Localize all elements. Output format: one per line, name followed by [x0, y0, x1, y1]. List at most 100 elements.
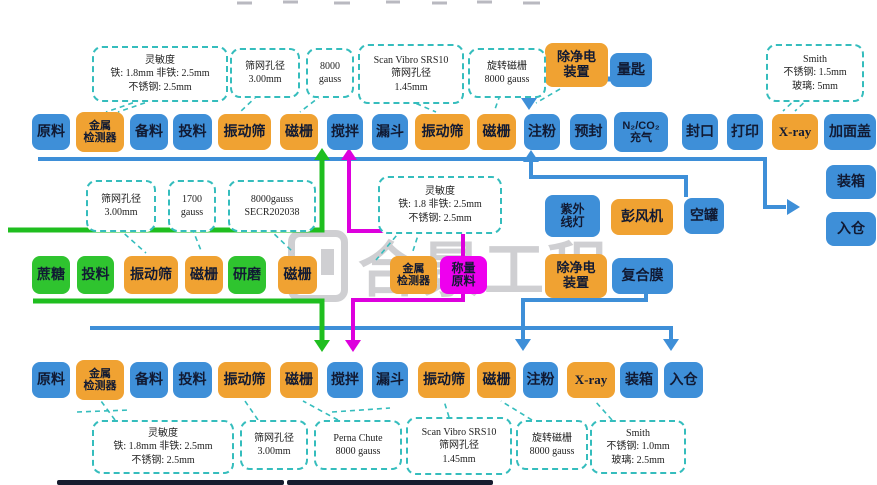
- spec-line: 铁: 1.8 非铁: 2.5mm: [398, 199, 482, 211]
- arrowhead-up-icon: [523, 150, 539, 162]
- spec-callout-bot-mesh-spec: 筛网孔径 3.00mm: [240, 420, 308, 470]
- process-box-top-prepare-material: 备料: [130, 114, 168, 150]
- spec-line: 玻璃: 5mm: [792, 80, 838, 92]
- callout-pointer-line: [105, 96, 151, 113]
- spec-callout-bot-perna-chute-spec: Perna Chute 8000 gauss: [314, 420, 402, 470]
- process-box-mid-grinding: 研磨: [228, 256, 266, 294]
- flow-line-film-to-bottom-filling: [521, 292, 648, 340]
- spec-line: 不锈钢: 1.5mm: [783, 67, 847, 79]
- process-box-bot-packing: 装箱: [620, 362, 658, 398]
- callout-pointer-line: [117, 96, 163, 113]
- spec-line: Scan Vibro SRS10: [373, 54, 449, 66]
- spec-line: 筛网孔径: [391, 68, 431, 80]
- process-box-top-funnel: 漏斗: [372, 114, 408, 150]
- arrowhead-down-icon: [521, 98, 537, 110]
- flow-line-sugar-line-to-bottom-mixing: [33, 298, 325, 341]
- spec-callout-bot-scan-vibro-spec: Scan Vibro SRS10 筛网孔径 1.45mm: [406, 417, 512, 475]
- process-box-mid-composite-film: 复合膜: [612, 258, 673, 294]
- process-box-bot-powder-filling: 注粉: [523, 362, 558, 398]
- callout-pointer-line: [535, 88, 561, 104]
- process-box-mid-empty-can: 空罐: [684, 198, 724, 234]
- callout-pointer-line: [267, 227, 295, 254]
- spec-line: 不锈钢: 2.5mm: [408, 212, 472, 224]
- spec-line: 8000gauss: [250, 193, 294, 205]
- process-box-top-n2-co2-flush: N₂/CO₂ 充气: [614, 112, 668, 152]
- arrowhead-down-icon: [663, 339, 679, 351]
- spec-line: 不锈钢: 2.5mm: [128, 81, 192, 93]
- spec-line: 不锈钢: 2.5mm: [131, 454, 195, 466]
- spec-line: 不锈钢: 1.0mm: [606, 441, 670, 453]
- spec-line: 灵敏度: [148, 427, 178, 439]
- process-box-top-measuring-spoon: 量匙: [610, 53, 652, 87]
- process-box-bot-prepare-material: 备料: [130, 362, 168, 398]
- spec-callout-mid-gauss-spec: 1700 gauss: [168, 180, 216, 232]
- process-box-bot-metal-detector: 金属 检测器: [76, 360, 124, 400]
- process-box-bot-raw-material: 原料: [32, 362, 70, 398]
- process-box-top-feeding: 投料: [173, 114, 212, 150]
- arrowhead-down-icon: [314, 340, 330, 352]
- process-box-mid-sugar: 蔗糖: [32, 256, 70, 294]
- process-box-top-destatic-device: 除净电 装置: [545, 43, 608, 87]
- process-box-top-metal-detector: 金属 检测器: [76, 112, 124, 152]
- spec-line: gauss: [180, 207, 204, 218]
- process-box-top-raw-material: 原料: [32, 114, 70, 150]
- arrowhead-up-icon: [314, 148, 330, 160]
- spec-line: 8000: [320, 60, 340, 72]
- process-box-top-vibrating-screen-1: 振动筛: [218, 114, 271, 150]
- process-box-bot-magnetic-grid-2: 磁栅: [477, 362, 516, 398]
- process-box-mid-feeding: 投料: [77, 256, 114, 294]
- process-box-top-magnetic-grid-2: 磁栅: [477, 114, 516, 150]
- spec-line: 3.00mm: [104, 207, 138, 218]
- flow-line-long-rail-to-warehouse: [90, 326, 673, 340]
- spec-callout-top-gauss-spec: 8000 gauss: [306, 48, 354, 98]
- process-box-mid-destatic-device: 除净电 装置: [545, 254, 607, 298]
- process-box-mid-vibrating-screen: 振动筛: [124, 256, 178, 294]
- process-box-right-packing: 装箱: [826, 165, 876, 199]
- spec-callout-bot-sensitivity-spec: 灵敏度铁: 1.8mm 非铁: 2.5mm 不锈钢: 2.5mm: [92, 420, 234, 474]
- spec-callout-top-smith-spec: Smith 不锈钢: 1.5mm 玻璃: 5mm: [766, 44, 864, 102]
- spec-line: 8000 gauss: [335, 446, 381, 457]
- cropped-bottom-bar: [287, 480, 493, 485]
- flow-line-weighing-to-bottom-mixing: [351, 293, 465, 341]
- callout-pointer-line: [331, 407, 391, 413]
- spec-callout-mid-secr-spec: 8000gauss SECR202038: [228, 180, 316, 232]
- spec-line: 铁: 1.8mm 非铁: 2.5mm: [113, 441, 213, 453]
- spec-line: 3.00mm: [257, 446, 291, 457]
- arrowhead-down-icon: [515, 339, 531, 351]
- spec-line: 筛网孔径: [439, 440, 479, 452]
- arrowhead-right-icon: [787, 199, 800, 215]
- process-box-top-printing: 打印: [727, 114, 763, 150]
- spec-line: 玻璃: 2.5mm: [611, 454, 665, 466]
- spec-line: 铁: 1.8mm 非铁: 2.5mm: [110, 68, 210, 80]
- callout-pointer-line: [443, 400, 450, 418]
- process-box-bot-vibrating-screen-1: 振动筛: [218, 362, 271, 398]
- cropped-bottom-bar: [57, 480, 284, 485]
- process-box-top-vibrating-screen-2: 振动筛: [415, 114, 470, 150]
- spec-line: 筛网孔径: [101, 193, 141, 205]
- callout-pointer-line: [244, 400, 259, 421]
- spec-line: 旋转磁栅: [532, 432, 572, 444]
- process-box-top-pre-seal: 预封: [570, 114, 607, 150]
- process-box-mid-metal-detector: 金属 检测器: [390, 256, 437, 294]
- spec-line: 1.45mm: [442, 453, 476, 465]
- spec-line: 8000 gauss: [529, 446, 575, 457]
- spec-callout-top-scan-vibro-spec: Scan Vibro SRS10 筛网孔径 1.45mm: [358, 44, 464, 104]
- process-box-top-powder-filling: 注粉: [524, 114, 560, 150]
- process-box-mid-magnetic-grid-1: 磁栅: [185, 256, 223, 294]
- callout-pointer-line: [302, 400, 339, 421]
- callout-pointer-line: [191, 227, 203, 254]
- callout-pointer-line: [375, 228, 403, 261]
- spec-callout-bot-smith-spec: Smith 不锈钢: 1.0mm 玻璃: 2.5mm: [590, 420, 686, 474]
- process-box-bot-magnetic-grid-1: 磁栅: [280, 362, 318, 398]
- spec-callout-mid-mesh-spec: 筛网孔径 3.00mm: [86, 180, 156, 232]
- spec-line: Scan Vibro SRS10: [421, 426, 497, 438]
- process-box-mid-magnetic-grid-2: 磁栅: [278, 256, 317, 294]
- process-box-mid-blower: 彭风机: [611, 199, 673, 235]
- spec-callout-top-mesh-spec: 筛网孔径 3.00mm: [230, 48, 300, 98]
- spec-line: 灵敏度: [145, 54, 175, 66]
- process-box-mid-uv-lamp: 紫外 线灯: [545, 195, 600, 237]
- spec-line: 8000 gauss: [484, 74, 530, 85]
- spec-line: 3.00mm: [248, 74, 282, 85]
